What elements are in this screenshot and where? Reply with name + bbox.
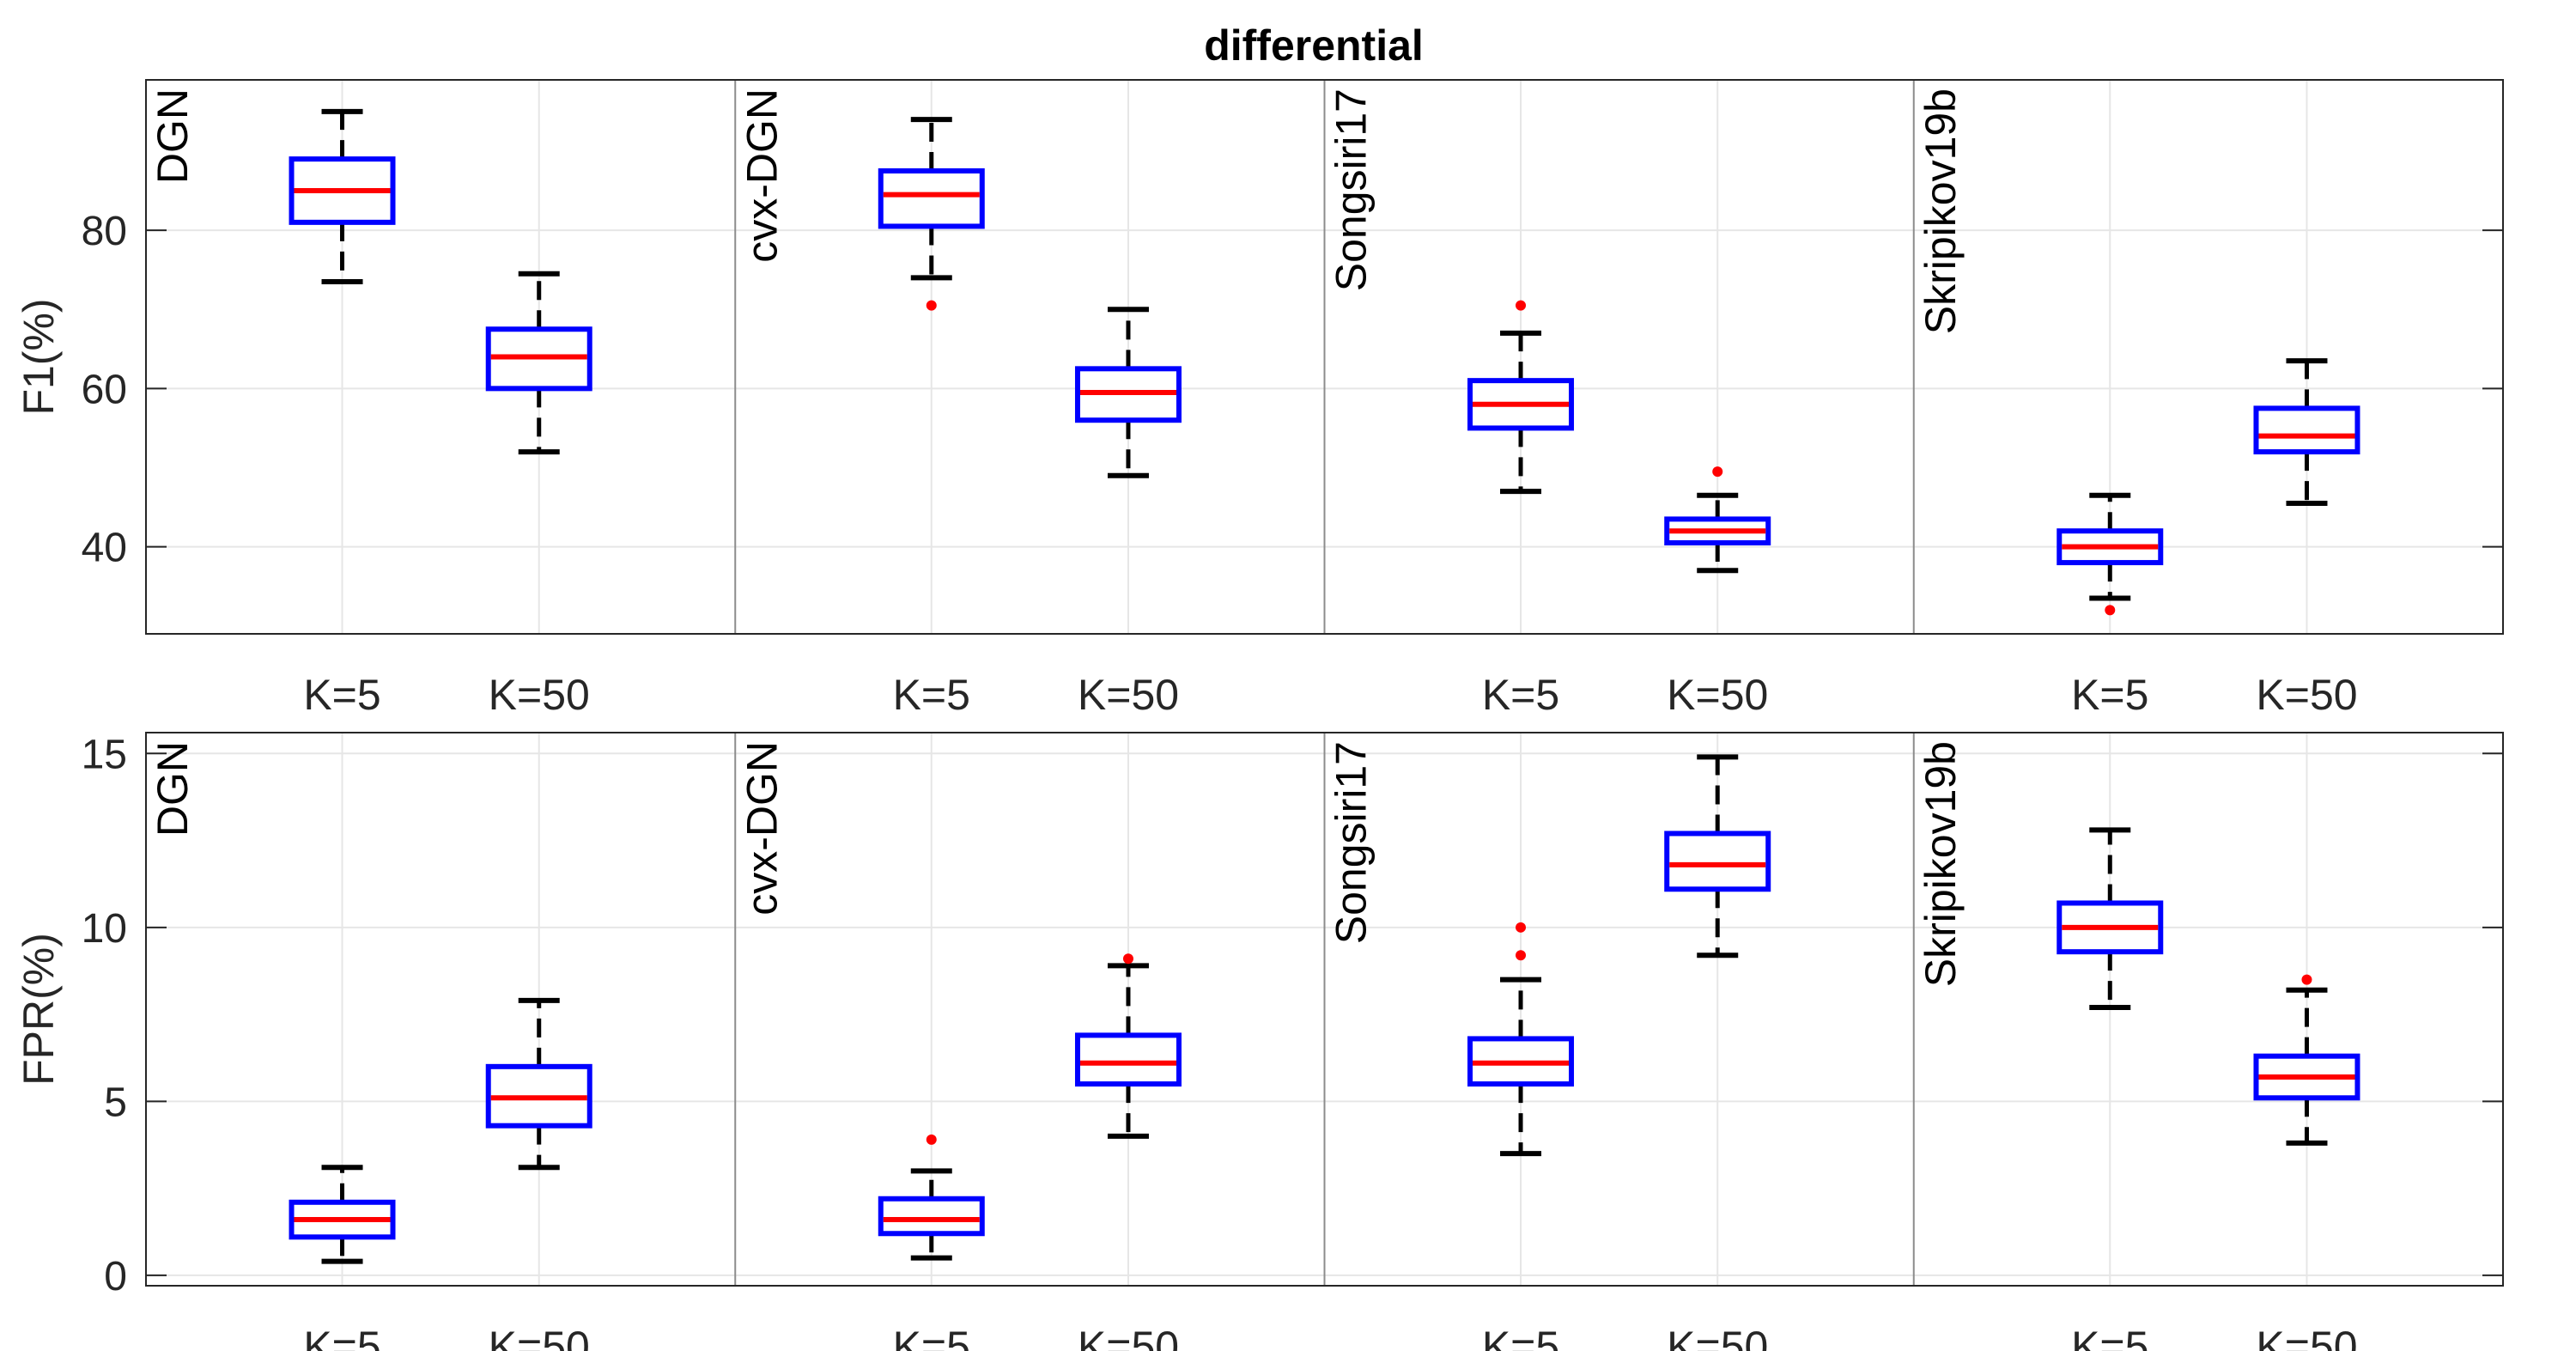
method-label: DGN [149, 741, 197, 837]
method-label: Skripikov19b [1917, 88, 1965, 334]
boxplot [1074, 307, 1182, 478]
boxplot [2253, 358, 2360, 506]
boxplot [878, 1134, 985, 1261]
x-tick-label: K=50 [489, 1323, 590, 1351]
panel-1: 40 60 80 K=5 K=50 DGN K=5 K=50 cvx-DGN K=5 K=50 Son… [15, 79, 2504, 719]
box [878, 1196, 985, 1237]
boxplot [1467, 922, 1575, 1157]
x-tick-label: K=5 [893, 1323, 970, 1351]
boxplot [485, 997, 592, 1171]
box [2253, 405, 2360, 455]
outlier-point [2301, 974, 2312, 985]
y-tick-label: 60 [82, 367, 127, 412]
y-tick-label: 10 [82, 906, 127, 952]
boxplot [1664, 466, 1771, 574]
x-tick-label: K=50 [1078, 671, 1179, 719]
boxplot [2253, 974, 2360, 1146]
boxplot [2057, 827, 2164, 1010]
x-tick-label: K=50 [2256, 671, 2357, 719]
outlier-point [1122, 953, 1133, 965]
y-axis-label: FPR(%) [15, 933, 63, 1086]
x-tick-label: K=5 [1482, 671, 1559, 719]
outlier-point [926, 1134, 937, 1145]
outlier-point [1516, 300, 1527, 311]
method-label: Songsiri17 [1327, 741, 1376, 944]
y-tick-label: 40 [82, 526, 127, 571]
boxplot [878, 117, 985, 311]
outlier-point [1516, 950, 1527, 961]
x-tick-label: K=5 [303, 671, 380, 719]
y-tick-label: 15 [82, 732, 127, 777]
method-label: Songsiri17 [1327, 88, 1376, 291]
panel-2: 0 5 10 15 K=5 K=50 DGN K=5 K=50 cvx-DGN K=5 K=50 Son… [15, 732, 2504, 1351]
method-label: cvx-DGN [738, 741, 786, 916]
method-label: Skripikov19b [1917, 741, 1965, 987]
x-tick-label: K=5 [893, 671, 970, 719]
x-tick-label: K=5 [2071, 1323, 2148, 1351]
boxplot [1467, 300, 1575, 495]
chart-title: differential [1204, 21, 1424, 70]
axes-frame [145, 79, 2504, 635]
x-tick-label: K=50 [1667, 671, 1768, 719]
x-tick-label: K=5 [2071, 671, 2148, 719]
outlier-point [1712, 466, 1723, 478]
y-tick-label: 80 [82, 209, 127, 254]
y-tick-label: 0 [104, 1254, 127, 1299]
x-tick-label: K=5 [1482, 1323, 1559, 1351]
method-label: cvx-DGN [738, 88, 786, 263]
outlier-point [926, 300, 937, 311]
x-tick-label: K=50 [1667, 1323, 1768, 1351]
boxplot [2057, 492, 2164, 616]
boxplot [485, 271, 592, 455]
boxplot [1074, 953, 1182, 1139]
method-label: DGN [149, 88, 197, 184]
box [878, 167, 985, 229]
x-tick-label: K=5 [303, 1323, 380, 1351]
boxplot [289, 1165, 396, 1264]
x-tick-label: K=50 [1078, 1323, 1179, 1351]
boxplot [289, 108, 396, 284]
boxplot [1664, 754, 1771, 958]
axes-frame [145, 732, 2504, 1287]
y-axis-label: F1(%) [15, 298, 63, 415]
x-tick-label: K=50 [489, 671, 590, 719]
box [1074, 1032, 1182, 1087]
x-tick-label: K=50 [2256, 1323, 2357, 1351]
outlier-point [1516, 922, 1527, 933]
box [1664, 831, 1771, 892]
outlier-point [2105, 605, 2116, 616]
y-tick-label: 5 [104, 1080, 127, 1125]
